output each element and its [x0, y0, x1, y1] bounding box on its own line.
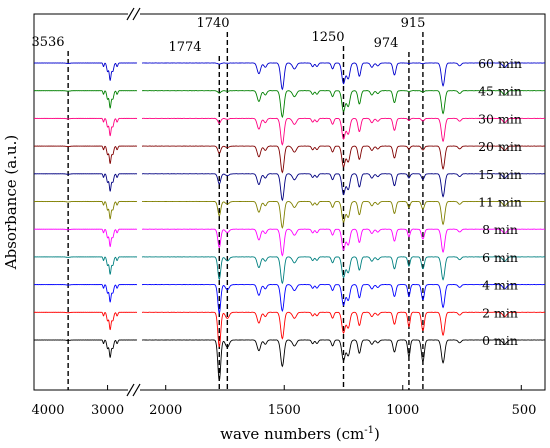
spectra-layer — [33, 62, 546, 381]
series-2-min — [33, 311, 546, 348]
series-line-segment — [33, 90, 138, 109]
series-8-min — [33, 228, 546, 257]
series-60-min — [33, 62, 546, 91]
x-axis-ticks: 4000 3000 2000 1500 1000 500 — [31, 385, 536, 418]
series-line-segment — [33, 284, 138, 303]
series-line-segment — [33, 117, 138, 137]
series-line-segment — [141, 117, 546, 146]
x-tick-label: 2000 — [149, 403, 182, 418]
x-axis-title-sup: -1 — [364, 425, 374, 436]
plot-frame — [33, 13, 546, 391]
series-line-segment — [33, 228, 138, 248]
series-0-min — [33, 339, 546, 381]
axis-break-mark — [126, 383, 135, 397]
series-line-segment — [141, 284, 546, 315]
series-45-min — [33, 90, 546, 119]
x-axis-title-suffix: ) — [374, 425, 380, 443]
peak-label-3536: 3536 — [31, 35, 64, 50]
series-line-segment — [33, 200, 138, 220]
series-line-segment — [141, 62, 546, 91]
x-tick-label: 1000 — [386, 403, 419, 418]
series-line-segment — [141, 90, 546, 119]
series-label: 60 min — [478, 56, 522, 71]
series-11-min — [33, 200, 546, 229]
series-line-segment — [33, 145, 138, 164]
axis-break-mark — [132, 383, 141, 397]
axis-break-mark — [132, 7, 141, 21]
series-30-min — [33, 117, 546, 146]
series-line-segment — [33, 311, 138, 331]
x-tick-label: 3000 — [91, 403, 124, 418]
series-line-segment — [141, 173, 546, 202]
series-line-segment — [141, 200, 546, 229]
axis-break-gap — [128, 385, 140, 395]
series-label: 20 min — [478, 139, 522, 154]
reference-lines — [67, 32, 424, 390]
axis-breaks — [126, 7, 141, 397]
series-label: 0 min — [482, 333, 518, 348]
peak-label-1740: 1740 — [196, 16, 229, 31]
peak-label-1774: 1774 — [168, 40, 201, 55]
x-axis-title: wave numbers (cm-1) — [220, 425, 380, 443]
x-tick-label: 4000 — [31, 403, 64, 418]
series-label: 15 min — [478, 167, 522, 182]
series-labels: 0 min 2 min 4 min 6 min 8 min 11 min 15 min 20 … — [478, 56, 522, 348]
x-tick-label: 500 — [512, 403, 537, 418]
series-label: 45 min — [478, 84, 522, 99]
series-label: 6 min — [482, 250, 518, 265]
peak-label-915: 915 — [401, 16, 426, 31]
x-axis-title-main: wave numbers (cm — [220, 425, 364, 443]
series-line-segment — [141, 228, 546, 257]
series-line-segment — [33, 339, 138, 358]
series-4-min — [33, 284, 546, 315]
series-line-segment — [33, 62, 138, 81]
series-line-segment — [141, 256, 546, 285]
series-15-min — [33, 173, 546, 202]
y-axis-title: Absorbance (a.u.) — [2, 135, 20, 270]
series-line-segment — [141, 311, 546, 348]
series-line-segment — [33, 173, 138, 192]
axis-break-mark — [126, 7, 135, 21]
series-6-min — [33, 256, 546, 285]
series-label: 11 min — [478, 195, 522, 210]
peak-label-974: 974 — [374, 36, 399, 51]
peak-label-1250: 1250 — [311, 30, 344, 45]
series-label: 2 min — [482, 305, 518, 320]
series-line-segment — [141, 339, 546, 381]
series-label: 8 min — [482, 222, 518, 237]
series-line-segment — [33, 256, 138, 275]
series-20-min — [33, 145, 546, 174]
series-label: 4 min — [482, 278, 518, 293]
series-label: 30 min — [478, 111, 522, 126]
x-tick-label: 1500 — [268, 403, 301, 418]
series-line-segment — [141, 145, 546, 174]
axis-break-gap — [128, 9, 140, 19]
